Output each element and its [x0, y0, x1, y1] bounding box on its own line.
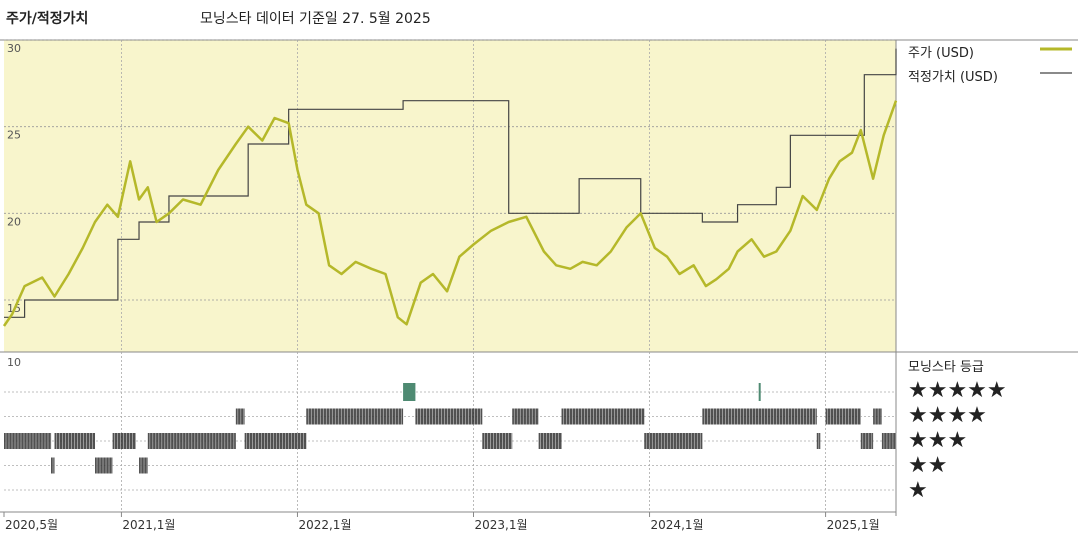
- rating-bar: [825, 408, 861, 425]
- rating-bar: [512, 408, 539, 425]
- rating-section-title: 모닝스타 등급: [908, 360, 984, 375]
- rating-bar: [244, 433, 307, 449]
- rating-highlight-bar: [758, 383, 761, 401]
- chart-subtitle: 모닝스타 데이터 기준일 27. 5월 2025: [200, 11, 431, 27]
- rating-bar: [95, 457, 113, 474]
- rating-bar: [881, 433, 896, 449]
- rating-bar: [538, 433, 562, 449]
- rating-three-stars: ★★★: [908, 428, 968, 453]
- rating-bar: [482, 433, 513, 449]
- rating-five-stars: ★★★★★: [908, 378, 1007, 403]
- chart-title: 주가/적정가치: [6, 11, 89, 27]
- x-axis: 2020,5월 2021,1월 2022,1월 2023,1월 2024,1월 2025,…: [3, 512, 880, 532]
- y-tick-label: 30: [7, 42, 21, 55]
- x-tick-label: 2025,1월: [827, 518, 880, 532]
- rating-highlight-bar: [403, 383, 416, 401]
- x-tick-label: 2022,1월: [298, 518, 351, 532]
- legend-fair-value: 적정가치 (USD): [908, 66, 998, 85]
- rating-four-stars: ★★★★: [908, 403, 987, 428]
- fair-value-line: [4, 48, 897, 318]
- rating-one-star: ★: [908, 478, 928, 503]
- rating-two-stars: ★★: [908, 453, 948, 478]
- rating-bar: [415, 408, 483, 425]
- x-tick-label: 2023,1월: [475, 518, 528, 532]
- price-line: [2, 100, 898, 327]
- rating-bar: [139, 457, 148, 474]
- rating-bar: [873, 408, 882, 425]
- x-tick-label: 2020,5월: [5, 518, 58, 532]
- rating-bar: [561, 408, 645, 425]
- legend-price-label: 주가 (USD): [908, 46, 974, 61]
- y-tick-label: 25: [7, 129, 21, 142]
- legend-fair-value-label: 적정가치 (USD): [908, 70, 998, 85]
- rating-panel: 10: [0, 356, 897, 513]
- rating-axis-label: 10: [7, 356, 21, 369]
- x-tick-label: 2024,1월: [651, 518, 704, 532]
- legend-price: 주가 (USD): [908, 42, 974, 61]
- rating-bar: [112, 433, 136, 449]
- rating-bar: [306, 408, 404, 425]
- rating-bar: [235, 408, 245, 425]
- x-tick-label: 2021,1월: [122, 518, 175, 532]
- y-tick-label: 20: [7, 215, 21, 228]
- rating-bar: [4, 433, 52, 449]
- rating-bar: [860, 433, 874, 449]
